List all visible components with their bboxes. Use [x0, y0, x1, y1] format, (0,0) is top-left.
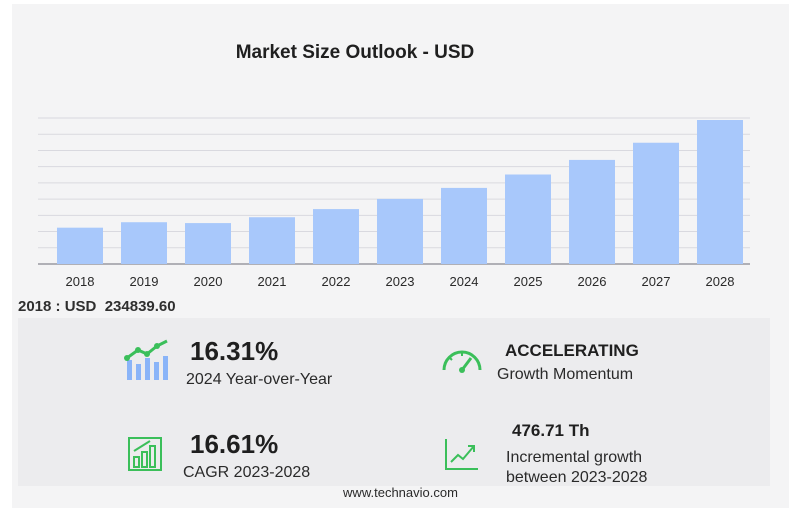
incremental-label-2: between 2023-2028 [506, 469, 648, 486]
bar-growth-icon [128, 437, 162, 471]
cagr-label: CAGR 2023-2028 [183, 464, 311, 481]
x-tick-label: 2024 [450, 274, 479, 289]
bar-2019 [121, 222, 167, 264]
x-tick-label: 2026 [578, 274, 607, 289]
bar-2027 [633, 142, 679, 264]
x-tick-label: 2023 [386, 274, 415, 289]
chart-title: Market Size Outlook - USD [235, 42, 475, 63]
yoy-label: 2024 Year-over-Year [186, 371, 333, 388]
stats-panel [18, 318, 770, 486]
x-tick-label: 2021 [258, 274, 287, 289]
x-tick-label: 2025 [514, 274, 543, 289]
bar-2020 [185, 223, 231, 264]
yoy-value: 16.31% [190, 336, 279, 366]
base-year-value: 2018 : USD 234839.60 [18, 298, 176, 315]
speedometer-icon [442, 350, 482, 373]
momentum-value: ACCELERATING [505, 341, 639, 360]
momentum-label: Growth Momentum [497, 366, 634, 383]
bar-2022 [313, 209, 359, 264]
x-tick-label: 2028 [706, 274, 735, 289]
source-url: www.technavio.com [343, 485, 458, 500]
x-tick-label: 2020 [194, 274, 223, 289]
x-tick-label: 2019 [130, 274, 159, 289]
line-growth-icon [445, 439, 478, 470]
bar-chart: 2018 2019 2020 2021 2022 2023 2024 2025 2026 2027… [38, 117, 750, 289]
bar-2021 [249, 217, 295, 264]
cagr-value: 16.61% [190, 429, 279, 459]
bar-2028 [697, 120, 743, 264]
incremental-label-1: Incremental growth [506, 449, 643, 466]
x-tick-label: 2027 [642, 274, 671, 289]
bar-2025 [505, 174, 551, 264]
x-tick-label: 2018 [66, 274, 95, 289]
bar-2023 [377, 198, 423, 264]
incremental-value: 476.71 Th [512, 421, 590, 440]
bar-2018 [57, 227, 103, 264]
bar-2026 [569, 159, 615, 264]
bar-2024 [441, 187, 487, 264]
x-tick-label: 2022 [322, 274, 351, 289]
growth-trend-icon [124, 339, 168, 380]
